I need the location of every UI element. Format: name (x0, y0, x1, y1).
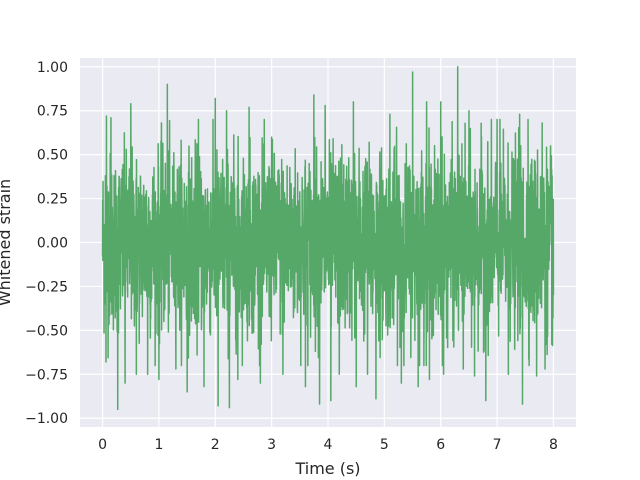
y-tick-label: −0.25 (25, 279, 68, 295)
x-tick-label: 6 (436, 437, 445, 453)
y-tick-label: 1.00 (37, 60, 68, 76)
y-tick-label: 0.00 (37, 236, 68, 252)
x-tick-label: 3 (267, 437, 276, 453)
y-axis-label: Whitened strain (0, 179, 14, 306)
x-tick-label: 5 (380, 437, 389, 453)
y-tick-label: 0.25 (37, 192, 68, 208)
y-tick-label: −0.75 (25, 367, 68, 383)
series-group (101, 66, 555, 411)
x-tick-label: 1 (154, 437, 163, 453)
y-tick-label: 0.75 (37, 104, 68, 120)
x-tick-label: 7 (493, 437, 502, 453)
x-tick-label: 0 (98, 437, 107, 453)
tick-labels: 0 1 2 3 4 5 6 7 8 1.00 0.75 0.50 0.25 0.00 −0.25 −0.50 −… (25, 60, 558, 453)
y-tick-label: 0.50 (37, 148, 68, 164)
x-tick-label: 2 (211, 437, 220, 453)
x-tick-label: 4 (324, 437, 333, 453)
x-axis-label: Time (s) (294, 459, 360, 478)
strain-series-line (101, 66, 555, 411)
y-tick-label: −0.50 (25, 323, 68, 339)
y-tick-label: −1.00 (25, 411, 68, 427)
x-tick-label: 8 (549, 437, 558, 453)
